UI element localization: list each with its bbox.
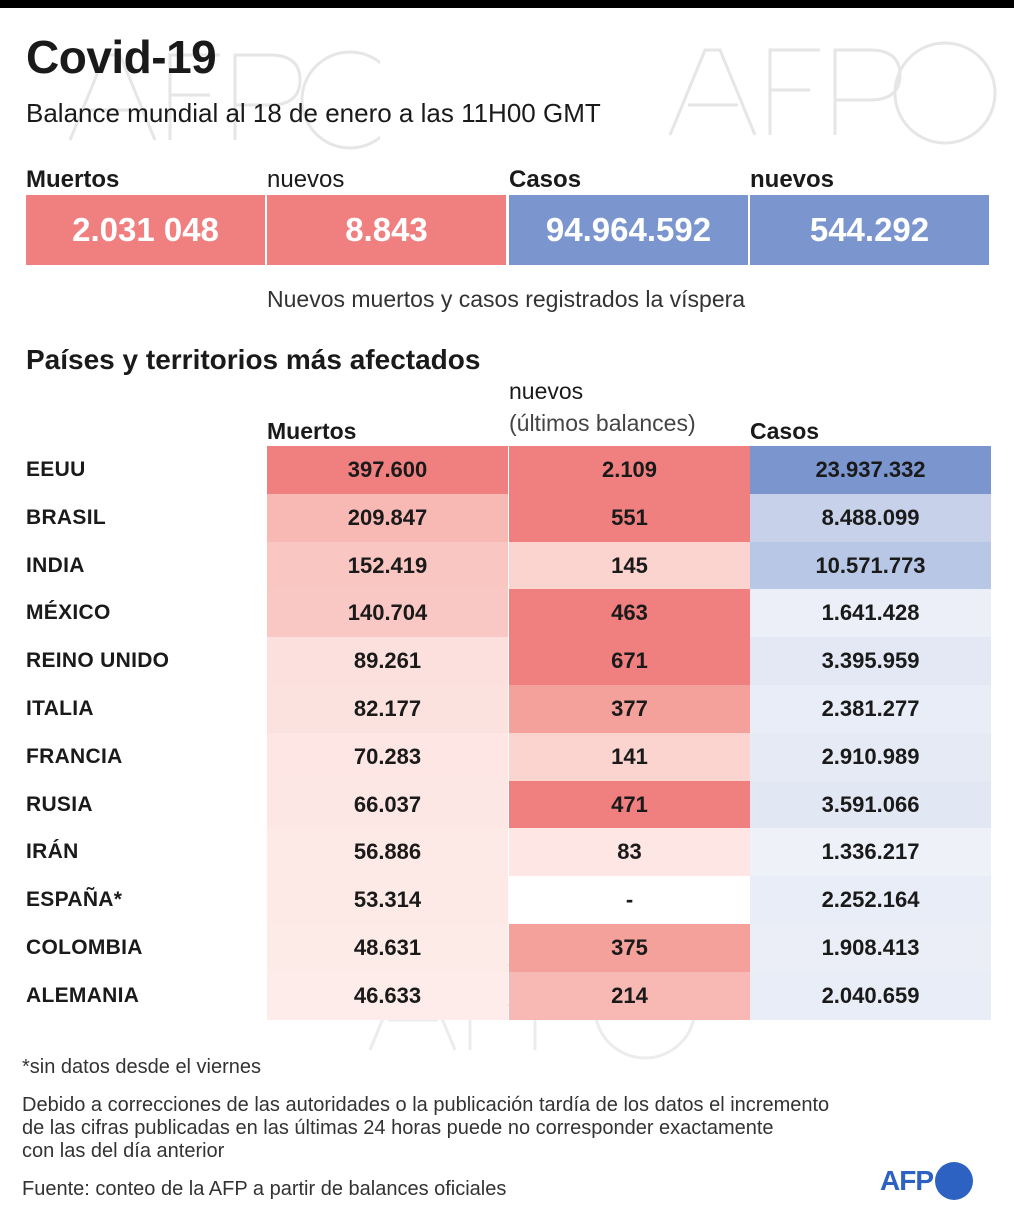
- summary-label-new-deaths: nuevos: [267, 166, 345, 193]
- cell-new: 671: [509, 637, 750, 685]
- column-header-cases: Casos: [750, 418, 820, 444]
- afp-watermark-icon: [660, 35, 1000, 155]
- column-header-new-line2: (últimos balances): [509, 410, 696, 436]
- cell-deaths: 82.177: [267, 685, 508, 733]
- row-country-name: COLOMBIA: [26, 936, 143, 959]
- cell-cases: 2.040.659: [750, 972, 991, 1020]
- row-country-name: INDIA: [26, 554, 85, 577]
- cell-new: 2.109: [509, 446, 750, 494]
- top-bar: [0, 0, 1014, 8]
- summary-note: Nuevos muertos y casos registrados la ví…: [267, 286, 746, 312]
- row-country-name: EEUU: [26, 458, 86, 481]
- cell-new: 145: [509, 542, 750, 590]
- disclaimer-line-2: de las cifras publicadas en las últimas …: [22, 1117, 774, 1139]
- cell-deaths: 53.314: [267, 876, 508, 924]
- cell-cases: 2.910.989: [750, 733, 991, 781]
- cell-new: 214: [509, 972, 750, 1020]
- cell-deaths: 397.600: [267, 446, 508, 494]
- cell-cases: 10.571.773: [750, 542, 991, 590]
- column-header-deaths: Muertos: [267, 418, 357, 444]
- summary-value-cases: 94.964.592: [509, 195, 748, 265]
- cell-deaths: 56.886: [267, 828, 508, 876]
- row-country-name: RUSIA: [26, 793, 93, 816]
- disclaimer-line-1: Debido a correcciones de las autoridades…: [22, 1094, 830, 1116]
- cell-cases: 1.908.413: [750, 924, 991, 972]
- cell-new: 471: [509, 781, 750, 829]
- page-title: Covid-19: [26, 31, 217, 83]
- cell-new: -: [509, 876, 750, 924]
- cell-new: 551: [509, 494, 750, 542]
- column-header-new-line1: nuevos: [509, 378, 584, 404]
- cell-new: 463: [509, 589, 750, 637]
- summary-label-new-cases: nuevos: [750, 166, 835, 193]
- cell-cases: 2.252.164: [750, 876, 991, 924]
- summary-label-cases: Casos: [509, 166, 582, 193]
- section-title: Países y territorios más afectados: [26, 344, 481, 375]
- cell-new: 83: [509, 828, 750, 876]
- row-country-name: ESPAÑA*: [26, 888, 123, 911]
- cell-new: 375: [509, 924, 750, 972]
- cell-deaths: 209.847: [267, 494, 508, 542]
- cell-new: 141: [509, 733, 750, 781]
- source-line: Fuente: conteo de la AFP a partir de bal…: [22, 1178, 507, 1200]
- cell-cases: 2.381.277: [750, 685, 991, 733]
- row-country-name: IRÁN: [26, 840, 79, 863]
- row-country-name: REINO UNIDO: [26, 649, 170, 672]
- cell-deaths: 70.283: [267, 733, 508, 781]
- cell-cases: 23.937.332: [750, 446, 991, 494]
- row-country-name: FRANCIA: [26, 745, 123, 768]
- afp-logo: AFP: [880, 1162, 973, 1200]
- row-country-name: ALEMANIA: [26, 984, 140, 1007]
- afp-logo-circle-icon: [935, 1162, 973, 1200]
- cell-deaths: 140.704: [267, 589, 508, 637]
- footnote: *sin datos desde el viernes: [22, 1056, 262, 1078]
- disclaimer-line-3: con las del día anterior: [22, 1140, 225, 1162]
- cell-cases: 8.488.099: [750, 494, 991, 542]
- cell-deaths: 46.633: [267, 972, 508, 1020]
- page-subtitle: Balance mundial al 18 de enero a las 11H…: [26, 98, 601, 128]
- afp-logo-text: AFP: [880, 1165, 934, 1196]
- row-country-name: BRASIL: [26, 506, 106, 529]
- cell-cases: 3.591.066: [750, 781, 991, 829]
- summary-label-deaths: Muertos: [26, 166, 120, 193]
- summary-value-new-deaths: 8.843: [267, 195, 506, 265]
- cell-cases: 1.641.428: [750, 589, 991, 637]
- cell-new: 377: [509, 685, 750, 733]
- cell-deaths: 48.631: [267, 924, 508, 972]
- cell-deaths: 89.261: [267, 637, 508, 685]
- cell-deaths: 66.037: [267, 781, 508, 829]
- summary-value-new-cases: 544.292: [750, 195, 989, 265]
- cell-cases: 1.336.217: [750, 828, 991, 876]
- summary-value-deaths: 2.031 048: [26, 195, 265, 265]
- cell-cases: 3.395.959: [750, 637, 991, 685]
- row-country-name: ITALIA: [26, 697, 94, 720]
- row-country-name: MÉXICO: [26, 601, 111, 624]
- cell-deaths: 152.419: [267, 542, 508, 590]
